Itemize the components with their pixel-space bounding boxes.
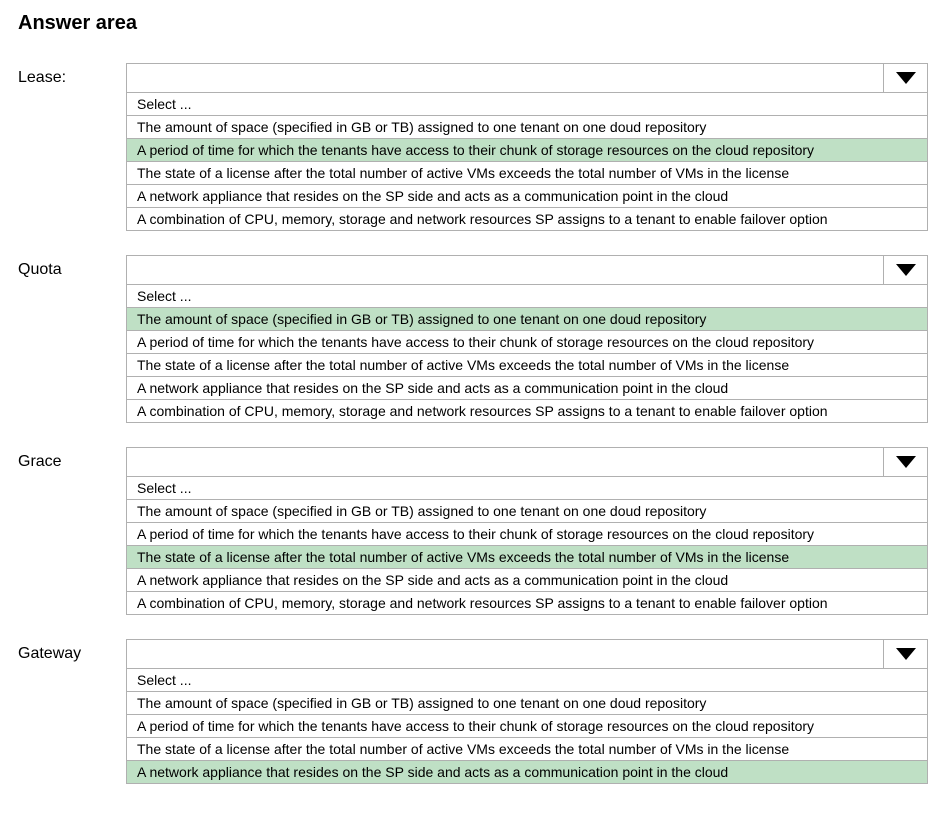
dropdown-value-lease	[127, 64, 883, 92]
dropdown-option[interactable]: The state of a license after the total n…	[127, 162, 927, 185]
dropdown-block-gateway: Select ...The amount of space (specified…	[126, 639, 928, 784]
dropdown-option[interactable]: A combination of CPU, memory, storage an…	[127, 592, 927, 615]
dropdown-option[interactable]: A network appliance that resides on the …	[127, 569, 927, 592]
dropdown-option[interactable]: A network appliance that resides on the …	[127, 377, 927, 400]
question-row-grace: GraceSelect ...The amount of space (spec…	[18, 447, 928, 615]
dropdown-option[interactable]: The amount of space (specified in GB or …	[127, 500, 927, 523]
question-row-lease: Lease:Select ...The amount of space (spe…	[18, 63, 928, 231]
dropdown-selector-quota[interactable]	[126, 255, 928, 285]
dropdown-block-lease: Select ...The amount of space (specified…	[126, 63, 928, 231]
dropdown-selector-grace[interactable]	[126, 447, 928, 477]
dropdown-option[interactable]: The amount of space (specified in GB or …	[127, 116, 927, 139]
question-label-grace: Grace	[18, 447, 126, 471]
dropdown-option[interactable]: A period of time for which the tenants h…	[127, 715, 927, 738]
dropdown-option[interactable]: A period of time for which the tenants h…	[127, 523, 927, 546]
dropdown-option[interactable]: A combination of CPU, memory, storage an…	[127, 208, 927, 231]
dropdown-value-quota	[127, 256, 883, 284]
dropdown-option[interactable]: The state of a license after the total n…	[127, 354, 927, 377]
question-label-quota: Quota	[18, 255, 126, 279]
dropdown-option[interactable]: A network appliance that resides on the …	[127, 761, 927, 784]
dropdown-options-gateway: Select ...The amount of space (specified…	[126, 669, 928, 784]
dropdown-selector-gateway[interactable]	[126, 639, 928, 669]
question-label-gateway: Gateway	[18, 639, 126, 663]
dropdown-options-grace: Select ...The amount of space (specified…	[126, 477, 928, 615]
question-label-lease: Lease:	[18, 63, 126, 87]
dropdown-selector-lease[interactable]	[126, 63, 928, 93]
dropdown-option[interactable]: The amount of space (specified in GB or …	[127, 308, 927, 331]
dropdown-option[interactable]: The state of a license after the total n…	[127, 738, 927, 761]
chevron-down-icon[interactable]	[883, 640, 927, 668]
dropdown-option[interactable]: A network appliance that resides on the …	[127, 185, 927, 208]
dropdown-options-lease: Select ...The amount of space (specified…	[126, 93, 928, 231]
dropdown-value-grace	[127, 448, 883, 476]
dropdown-options-quota: Select ...The amount of space (specified…	[126, 285, 928, 423]
dropdown-option[interactable]: Select ...	[127, 669, 927, 692]
dropdown-option[interactable]: Select ...	[127, 477, 927, 500]
dropdown-option[interactable]: A period of time for which the tenants h…	[127, 331, 927, 354]
dropdown-option[interactable]: Select ...	[127, 285, 927, 308]
page-title: Answer area	[18, 12, 928, 35]
dropdown-block-grace: Select ...The amount of space (specified…	[126, 447, 928, 615]
chevron-down-icon[interactable]	[883, 256, 927, 284]
dropdown-option[interactable]: Select ...	[127, 93, 927, 116]
chevron-down-icon[interactable]	[883, 448, 927, 476]
dropdown-block-quota: Select ...The amount of space (specified…	[126, 255, 928, 423]
dropdown-option[interactable]: A period of time for which the tenants h…	[127, 139, 927, 162]
dropdown-value-gateway	[127, 640, 883, 668]
question-row-gateway: GatewaySelect ...The amount of space (sp…	[18, 639, 928, 784]
dropdown-option[interactable]: A combination of CPU, memory, storage an…	[127, 400, 927, 423]
dropdown-option[interactable]: The state of a license after the total n…	[127, 546, 927, 569]
chevron-down-icon[interactable]	[883, 64, 927, 92]
dropdown-option[interactable]: The amount of space (specified in GB or …	[127, 692, 927, 715]
question-row-quota: QuotaSelect ...The amount of space (spec…	[18, 255, 928, 423]
